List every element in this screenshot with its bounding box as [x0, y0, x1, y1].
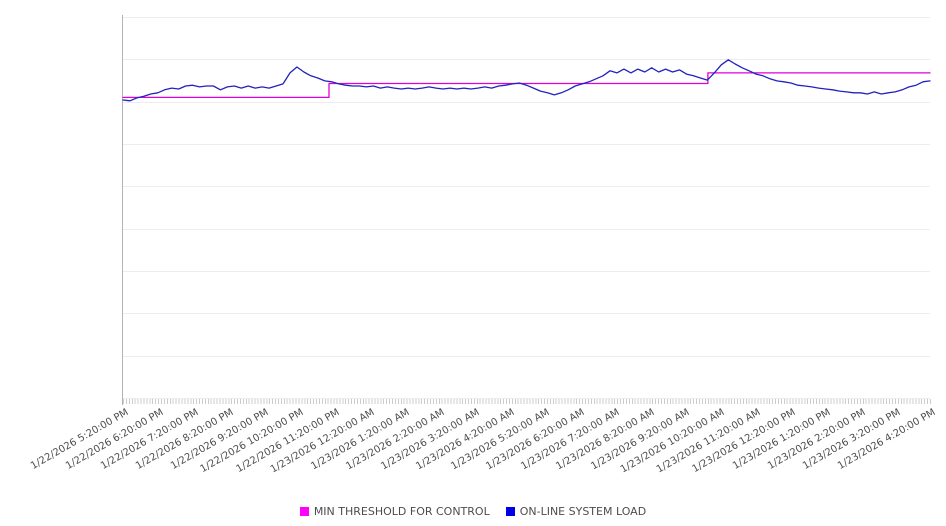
gridline [123, 271, 930, 272]
legend-label: ON-LINE SYSTEM LOAD [519, 505, 647, 518]
legend-item: ON-LINE SYSTEM LOAD [505, 505, 647, 518]
series-line-min-threshold-for-control [122, 72, 931, 99]
legend-swatch-icon [505, 507, 515, 516]
legend-item: MIN THRESHOLD FOR CONTROL [299, 505, 490, 518]
legend-swatch-icon [299, 507, 309, 516]
gridline [123, 313, 930, 315]
series-line-on-line-system-load [122, 59, 931, 102]
gridline [123, 398, 930, 399]
gridline [123, 186, 930, 188]
gridline [123, 59, 930, 61]
gridline [123, 144, 930, 145]
gridline [123, 355, 930, 357]
gridline [123, 228, 930, 230]
chart-legend: MIN THRESHOLD FOR CONTROL ON-LINE SYSTEM … [0, 505, 946, 518]
y-axis-line [122, 15, 123, 405]
gridline [123, 101, 930, 103]
legend-label: MIN THRESHOLD FOR CONTROL [313, 505, 490, 518]
gridline [123, 17, 930, 18]
x-axis-minor-ticks [123, 399, 931, 404]
